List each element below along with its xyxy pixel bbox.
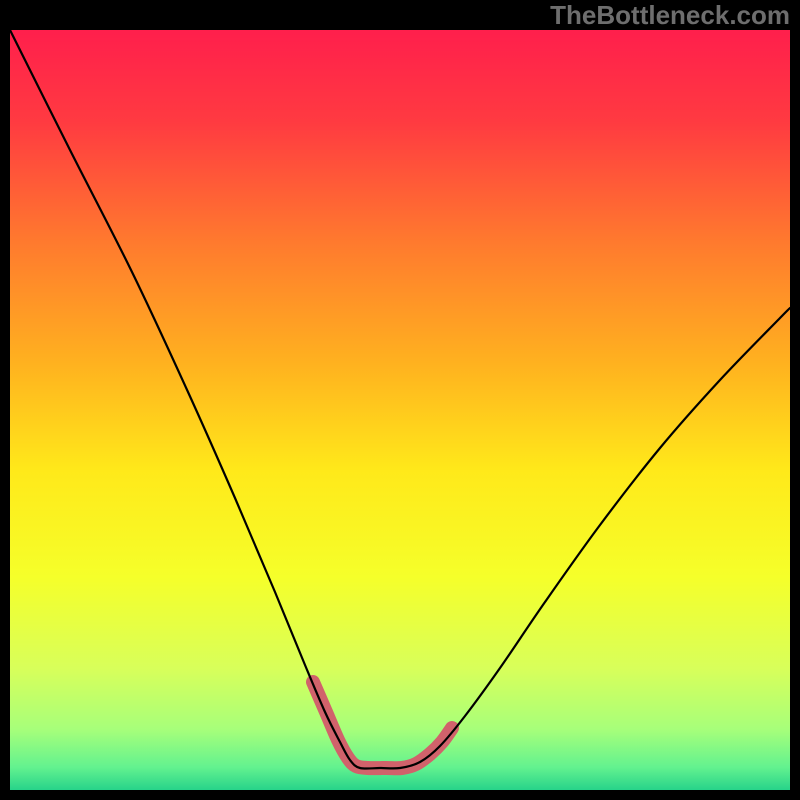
watermark: TheBottleneck.com	[550, 0, 790, 30]
chart-stage: TheBottleneck.com	[0, 0, 800, 800]
bottleneck-curve-chart	[0, 0, 800, 800]
gradient-background	[10, 30, 790, 790]
